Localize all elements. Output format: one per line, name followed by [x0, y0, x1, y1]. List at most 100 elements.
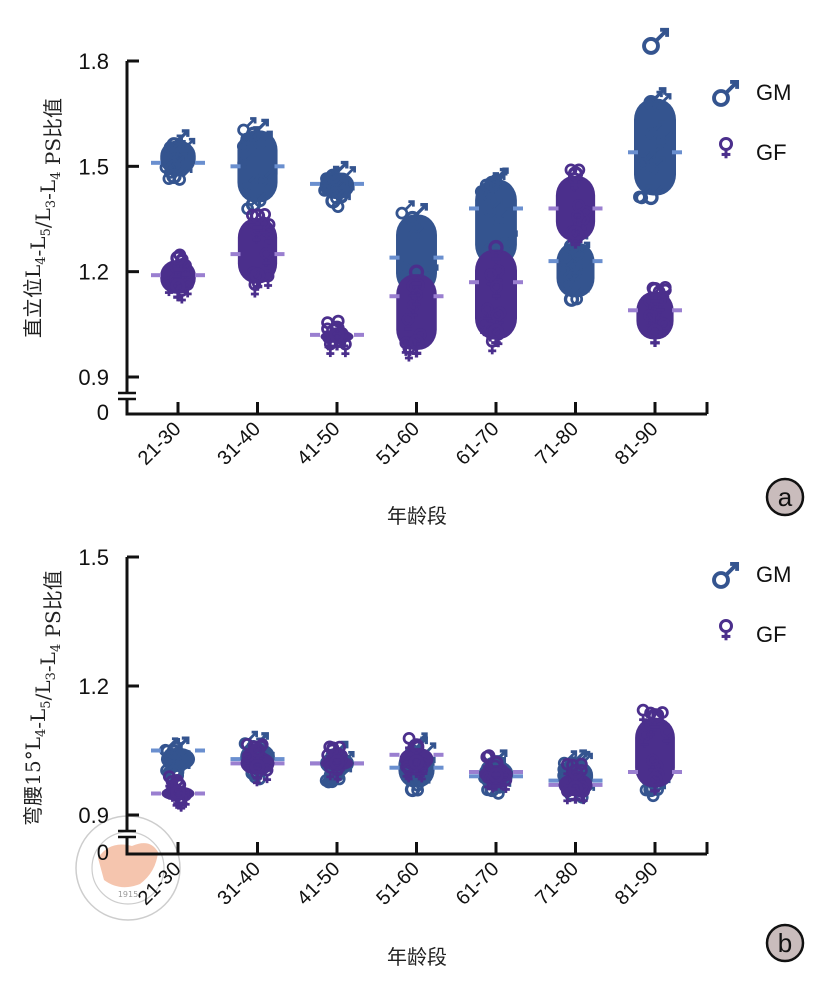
x-tick-label: 31-40 [213, 418, 265, 470]
gf-group-71-80 [548, 757, 603, 805]
data-point-male [652, 93, 672, 113]
data-point-male-max [166, 129, 190, 153]
male-symbol-arrow-head [181, 129, 190, 137]
data-marks [151, 27, 682, 362]
gf-group-31-40 [230, 738, 285, 787]
male-symbol-arrow-head [188, 137, 196, 145]
male-symbol-arrow-head [496, 198, 503, 205]
x-tick-label: 51-60 [372, 418, 424, 470]
male-symbol-arrow-head [658, 156, 666, 163]
y-axis-title: 直立位L4-L5/L3-L4 PS比值 [21, 98, 65, 338]
legend-item-male: GM [712, 79, 791, 107]
data-marks [151, 703, 682, 812]
data-point-female [660, 725, 674, 745]
legend: GM GF [712, 79, 791, 165]
data-point-male-max [166, 736, 190, 760]
panel-label-badge: b [765, 923, 805, 963]
data-point-female [323, 337, 337, 358]
male-symbol-ring [643, 189, 659, 206]
female-cluster-body [396, 274, 437, 350]
male-symbol-arrow-head [267, 168, 275, 175]
data-point-female-min [488, 767, 504, 791]
male-symbol-arrow-head [344, 193, 351, 201]
male-symbol-ring [253, 137, 267, 150]
female-symbol-ring [718, 618, 734, 634]
data-point-male-min [563, 283, 587, 307]
data-point-female [259, 247, 273, 267]
male-symbol-arrow-head [422, 272, 430, 279]
gf-group-51-60 [389, 731, 444, 783]
gf-group-51-60 [389, 264, 444, 362]
data-point-female [481, 302, 494, 322]
data-point-male [395, 200, 415, 220]
data-point-female-min [408, 754, 425, 778]
y-axis-title-part: -L [36, 652, 60, 672]
data-point-female-min [647, 323, 663, 347]
male-symbol-ring [245, 126, 262, 142]
data-point-female [401, 312, 415, 333]
male-symbol-ring [166, 137, 182, 153]
male-symbol-arrow-head [658, 87, 667, 95]
male-symbol-arrow-head [266, 130, 273, 137]
male-symbol-ring [643, 94, 659, 111]
data-point-female [490, 280, 503, 300]
male-symbol-arrow-head [583, 241, 591, 249]
male-symbol-ring [558, 250, 572, 264]
male-symbol-arrow-head [250, 117, 257, 124]
data-point-female [481, 771, 495, 791]
male-symbol-ring [398, 261, 412, 274]
gf-group-71-80 [548, 163, 603, 249]
male-symbol-ring [254, 174, 268, 188]
y-axis-title-subscript: 5 [39, 228, 54, 236]
male-symbol-ring [556, 263, 570, 276]
y-axis-title-part: /L [31, 208, 55, 228]
male-symbol-arrow-head [348, 750, 355, 758]
data-point-male [636, 150, 656, 171]
male-symbol-arrow-head [579, 283, 587, 292]
data-point-male [491, 207, 511, 227]
data-point-female-min [249, 267, 266, 291]
male-symbol-ring [642, 37, 660, 55]
watermark-year: 1915 [118, 890, 138, 899]
data-point-female-max [408, 264, 425, 288]
x-tick-label: 71-80 [531, 418, 583, 470]
y-axis-title-subscript: 4 [34, 729, 49, 737]
y-tick-label: 1.5 [78, 154, 109, 179]
gf-group-81-90 [628, 703, 682, 796]
male-symbol-arrow-head [669, 128, 676, 135]
panel-label-badge: a [765, 477, 805, 517]
male-symbol-arrow-head [575, 264, 583, 271]
male-symbol-ring [712, 571, 730, 589]
male-symbol-arrow-head [261, 189, 269, 197]
x-tick-label: 61-70 [452, 418, 504, 470]
gf-group-61-70 [469, 239, 523, 355]
female-symbol-ring [718, 136, 734, 152]
data-point-female-min [567, 225, 584, 249]
male-symbol-arrow-head [648, 185, 655, 192]
male-symbol-arrow-head [173, 738, 181, 745]
chart-panel-a: 0.9 1.2 1.5 1.8 0 21-30 31-40 41-50 51-60 61-70 71… [21, 27, 805, 528]
data-point-female-min [170, 278, 186, 302]
y-axis-title: 弯腰15°L4-L5/L3-L4 PS比值 [21, 570, 65, 826]
y-tick-label: 1.2 [78, 260, 109, 285]
legend-label-gf: GF [756, 140, 787, 165]
legend-item-female: GF [718, 618, 787, 647]
data-point-female-max [567, 166, 584, 190]
male-symbol-arrow-head [184, 750, 191, 757]
male-symbol-ring [395, 206, 409, 220]
data-point-male-min [166, 160, 190, 185]
data-point-male [656, 128, 676, 148]
x-tick-label: 71-80 [531, 858, 583, 910]
male-cluster-body [634, 98, 676, 196]
gm-group-21-30 [151, 129, 205, 186]
data-point-female-max [647, 282, 663, 306]
male-symbol-arrow-head [268, 751, 275, 759]
female-symbol-icon [718, 136, 734, 159]
male-symbol-arrow-head [499, 749, 508, 757]
male-symbol-arrow-head [432, 264, 439, 271]
male-symbol-arrow-head [181, 160, 190, 169]
x-tick-label: 41-50 [293, 858, 345, 910]
male-symbol-arrow-head [181, 152, 188, 159]
data-point-male-max [643, 87, 667, 111]
